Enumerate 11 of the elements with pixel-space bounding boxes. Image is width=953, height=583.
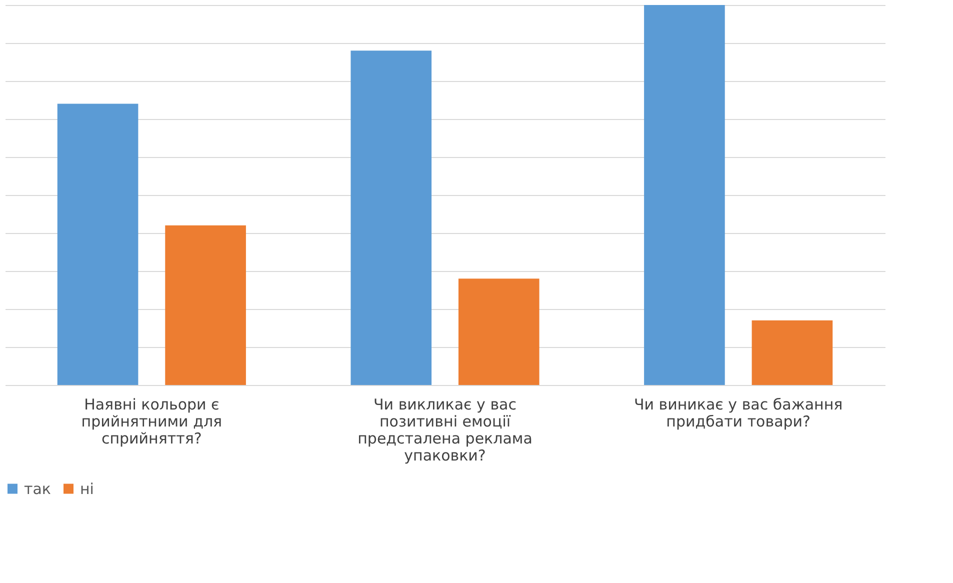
bar [458,278,540,385]
x-tick-label: Чи викликає у вас позитивні емоції предсталена реклама упаковки? [358,396,532,464]
x-tick-label: Чи виникає у вас бажання придбати товари? [634,396,843,430]
bar [57,104,138,385]
bar [165,225,246,385]
bar [644,5,725,385]
legend-label: так [24,480,51,498]
bar [752,320,833,385]
x-tick-label: Наявні кольори є прийнятними для сприйняття? [81,396,222,448]
bar [350,50,432,385]
legend-label: ні [80,480,94,498]
